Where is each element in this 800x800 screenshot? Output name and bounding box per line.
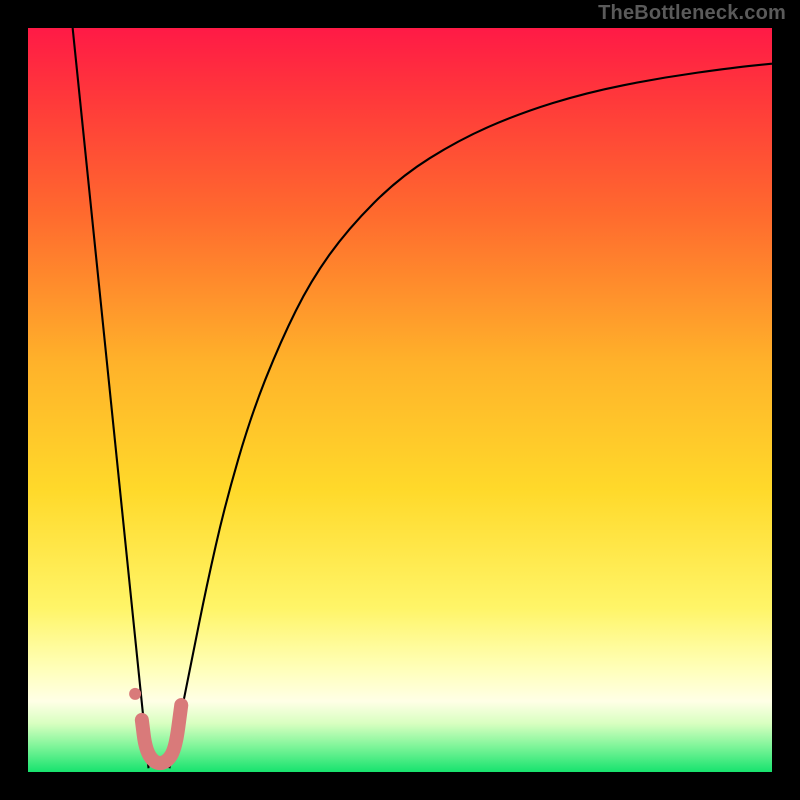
curve-layer <box>28 28 772 772</box>
marker-u-shape <box>142 705 181 763</box>
plot-area <box>28 28 772 772</box>
left-descending-line <box>73 28 149 768</box>
chart-frame: TheBottleneck.com <box>0 0 800 800</box>
marker-dot <box>129 688 141 700</box>
right-rising-curve <box>169 64 772 769</box>
watermark-text: TheBottleneck.com <box>598 2 786 25</box>
